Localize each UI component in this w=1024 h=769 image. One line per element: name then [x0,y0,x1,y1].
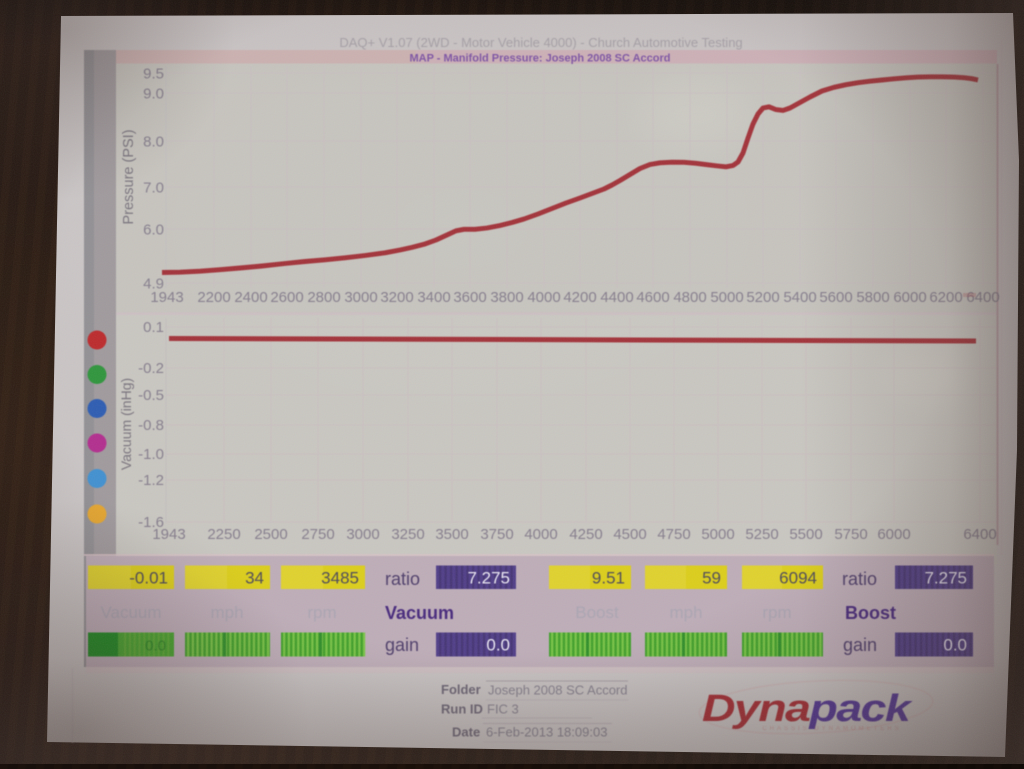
svg-text:-0.8: -0.8 [138,417,164,434]
svg-text:3250: 3250 [391,526,424,543]
svg-text:CHASSIS DYNAMOMETERS: CHASSIS DYNAMOMETERS [762,726,901,732]
svg-text:2500: 2500 [254,526,287,543]
svg-text:Run ID: Run ID [441,702,483,717]
svg-text:6400: 6400 [966,289,999,306]
svg-text:4600: 4600 [636,289,669,306]
svg-text:6094: 6094 [779,569,817,588]
svg-text:2600: 2600 [270,289,303,306]
svg-text:rpm: rpm [762,603,791,622]
svg-text:34: 34 [245,569,264,588]
svg-text:3485: 3485 [321,569,359,588]
svg-text:3000: 3000 [344,289,377,306]
svg-text:3500: 3500 [435,526,468,543]
svg-text:-1.6: -1.6 [138,514,164,531]
svg-text:-0.5: -0.5 [138,387,164,404]
svg-text:gain: gain [843,635,877,655]
svg-text:gain: gain [385,635,419,655]
svg-text:4800: 4800 [673,289,706,306]
svg-text:6000: 6000 [877,526,910,543]
svg-text:4000: 4000 [524,526,557,543]
svg-text:-0.2: -0.2 [138,360,164,377]
svg-text:0.0: 0.0 [486,636,510,655]
svg-text:5400: 5400 [783,289,816,306]
svg-text:2750: 2750 [301,526,334,543]
svg-text:ratio: ratio [385,569,420,589]
svg-text:4.9: 4.9 [143,276,164,293]
svg-text:5000: 5000 [710,289,743,306]
svg-text:3750: 3750 [480,526,513,543]
svg-text:2250: 2250 [207,526,240,543]
svg-text:Boost: Boost [845,603,896,623]
svg-text:6000: 6000 [893,289,926,306]
svg-text:mph: mph [210,603,243,622]
svg-text:59: 59 [702,569,721,588]
svg-text:Boost: Boost [575,603,619,622]
svg-text:Date: Date [452,725,480,740]
svg-text:5250: 5250 [745,526,778,543]
svg-text:5600: 5600 [819,289,852,306]
svg-text:3400: 3400 [417,289,450,306]
svg-text:Dynapack: Dynapack [702,687,913,729]
svg-text:9.0: 9.0 [143,86,164,103]
svg-text:4200: 4200 [563,289,596,306]
svg-text:4000: 4000 [527,289,560,306]
svg-text:4400: 4400 [600,289,633,306]
svg-text:Pressure (PSI): Pressure (PSI) [121,129,137,224]
svg-text:MAP - Manifold Pressure: Josep: MAP - Manifold Pressure: Joseph 2008 SC … [409,53,670,65]
svg-text:6400: 6400 [963,526,996,543]
svg-text:Vacuum (inHg): Vacuum (inHg) [118,378,134,470]
svg-text:5750: 5750 [834,526,867,543]
svg-text:FIC 3: FIC 3 [487,702,519,717]
svg-text:9.51: 9.51 [592,569,625,588]
svg-text:0.0: 0.0 [145,638,166,655]
svg-text:-0.01: -0.01 [129,569,168,588]
svg-text:2200: 2200 [197,289,230,306]
svg-text:9.5: 9.5 [143,66,164,83]
svg-text:ratio: ratio [842,569,877,589]
svg-text:mph: mph [669,603,702,622]
svg-text:3600: 3600 [453,289,486,306]
svg-text:5800: 5800 [856,289,889,306]
svg-text:0.0: 0.0 [943,636,967,655]
svg-text:4250: 4250 [569,526,602,543]
svg-text:Vacuum: Vacuum [385,603,454,623]
svg-text:6.0: 6.0 [143,222,164,239]
svg-text:4750: 4750 [657,526,690,543]
svg-text:7.275: 7.275 [924,569,967,588]
svg-text:0.1: 0.1 [143,319,164,336]
svg-text:rpm: rpm [307,603,336,622]
svg-text:3800: 3800 [490,289,523,306]
svg-text:2800: 2800 [307,289,340,306]
svg-text:6-Feb-2013 18:09:03: 6-Feb-2013 18:09:03 [486,725,607,740]
svg-text:DAQ+ V1.07 (2WD - Motor Vehicl: DAQ+ V1.07 (2WD - Motor Vehicle 4000) - … [339,35,742,50]
svg-text:5200: 5200 [746,289,779,306]
svg-text:6200: 6200 [929,289,962,306]
svg-text:-1.0: -1.0 [138,446,164,463]
svg-text:7.275: 7.275 [467,569,510,588]
svg-text:Vacuum: Vacuum [100,603,161,622]
svg-text:2400: 2400 [234,289,267,306]
svg-text:7.0: 7.0 [143,180,164,197]
svg-text:-1.2: -1.2 [138,472,164,489]
svg-text:Joseph 2008 SC Accord: Joseph 2008 SC Accord [488,683,627,698]
svg-text:5500: 5500 [789,526,822,543]
svg-text:8.0: 8.0 [143,134,164,151]
svg-text:Folder: Folder [441,682,481,697]
svg-text:3200: 3200 [380,289,413,306]
svg-text:5000: 5000 [701,526,734,543]
svg-text:3000: 3000 [346,526,379,543]
svg-text:4500: 4500 [613,526,646,543]
